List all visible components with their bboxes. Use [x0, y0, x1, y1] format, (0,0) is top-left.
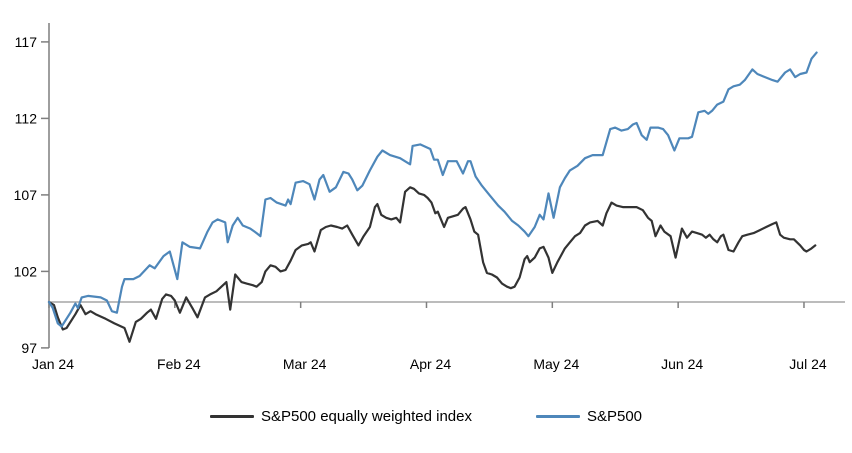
- legend-label-equal-weight: S&P500 equally weighted index: [260, 408, 472, 425]
- y-tick-label: 117: [15, 34, 38, 50]
- equal-weight-line-swatch: [209, 415, 254, 418]
- x-tick-label: Mar 24: [283, 356, 327, 372]
- x-tick-label: May 24: [533, 356, 579, 372]
- y-tick-label: 112: [15, 110, 38, 126]
- index-performance-chart: 97 102 107 112 117 Jan 24 Feb 24 Mar 24 Apr 24 Ma…: [14, 23, 845, 372]
- x-tick-label: Apr 24: [410, 356, 451, 372]
- x-tick-label: Jan 24: [32, 356, 74, 372]
- sp500-equal-weight-line: [47, 186, 817, 343]
- y-tick-label: 97: [21, 340, 37, 356]
- x-tick-label: Feb 24: [157, 356, 201, 372]
- legend-item-equal-weight: S&P500 equally weighted index: [209, 408, 472, 425]
- legend-label-sp500: S&P500: [586, 408, 643, 425]
- x-tick-label: Jul 24: [789, 356, 827, 372]
- x-tick-label: Jun 24: [661, 356, 703, 372]
- legend: S&P500 equally weighted index S&P500: [0, 408, 852, 425]
- y-tick-label: 107: [14, 187, 38, 203]
- sp500-line-swatch: [535, 415, 580, 418]
- y-tick-label: 102: [14, 263, 38, 279]
- sp500-line: [47, 51, 818, 328]
- legend-item-sp500: S&P500: [535, 408, 643, 425]
